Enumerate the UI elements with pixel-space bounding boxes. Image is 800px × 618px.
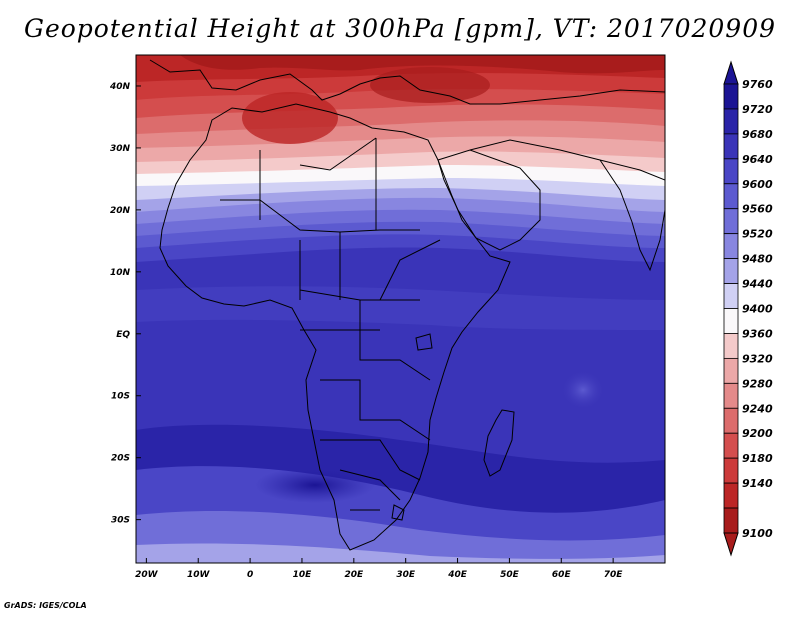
lat-tick-label: 10N bbox=[110, 268, 131, 278]
colorbar-label: 9240 bbox=[742, 402, 773, 415]
colorbar-swatch bbox=[723, 308, 739, 334]
colorbar-swatch bbox=[723, 382, 739, 409]
colorbar-label: 9200 bbox=[742, 427, 773, 440]
colorbar-label: 9760 bbox=[742, 78, 773, 91]
latitude-axis: 40N 30N 20N 10N EQ 10S 20S 30S bbox=[109, 82, 141, 526]
lat-tick-label: EQ bbox=[116, 330, 130, 340]
colorbar-label: 9640 bbox=[742, 153, 773, 166]
colorbar-label: 9600 bbox=[742, 178, 773, 191]
colorbar-swatch bbox=[723, 482, 739, 509]
colorbar-swatch bbox=[723, 208, 739, 235]
colorbar-arrow-top bbox=[723, 60, 739, 85]
lon-tick-label: 10W bbox=[187, 570, 211, 580]
colorbar-swatch bbox=[723, 507, 739, 534]
colorbar-label: 9480 bbox=[742, 253, 773, 266]
colorbar-label: 9520 bbox=[742, 228, 773, 241]
colorbar-swatch bbox=[723, 258, 739, 284]
colorbar-label: 9320 bbox=[742, 352, 773, 365]
colorbar-label: 9440 bbox=[742, 278, 773, 291]
colorbar-swatch bbox=[723, 357, 739, 384]
longitude-axis: 20W 10W 0 10E 20E 30E 40E 50E 60E 70E bbox=[135, 558, 623, 580]
colorbar-label: 9720 bbox=[742, 103, 773, 116]
colorbar-swatch bbox=[723, 333, 739, 359]
plot-frame bbox=[135, 54, 666, 564]
lon-tick-label: 20W bbox=[135, 570, 159, 580]
colorbar-arrow-bottom bbox=[723, 532, 739, 557]
colorbar-swatch bbox=[723, 158, 739, 185]
colorbar-label: 9680 bbox=[742, 128, 773, 141]
lat-tick-label: 20S bbox=[111, 454, 130, 464]
lat-tick-label: 20N bbox=[110, 206, 131, 216]
colorbar-swatch bbox=[723, 183, 739, 210]
lat-tick-label: 30N bbox=[110, 144, 131, 154]
lon-tick-label: 70E bbox=[604, 570, 624, 580]
colorbar-swatch bbox=[723, 283, 739, 309]
colorbar-label: 9400 bbox=[742, 303, 773, 316]
lat-tick-label: 30S bbox=[111, 516, 130, 526]
lon-tick-label: 0 bbox=[247, 570, 253, 580]
colorbar-swatch bbox=[723, 133, 739, 160]
lon-tick-label: 60E bbox=[552, 570, 572, 580]
height-field bbox=[136, 55, 665, 563]
colorbar-label: 9140 bbox=[742, 477, 773, 490]
lon-tick-label: 50E bbox=[500, 570, 520, 580]
colorbar-label: 9280 bbox=[742, 377, 773, 390]
lon-tick-label: 10E bbox=[293, 570, 313, 580]
credit-text: GrADS: IGES/COLA bbox=[4, 601, 87, 610]
colorbar-label: 9560 bbox=[742, 203, 773, 216]
lon-tick-label: 20E bbox=[344, 570, 364, 580]
map-title: Geopotential Height at 300hPa [gpm], VT:… bbox=[23, 14, 777, 43]
colorbar-swatch bbox=[723, 233, 739, 260]
colorbar-swatch bbox=[723, 108, 739, 135]
colorbar-swatch bbox=[723, 407, 739, 434]
colorbar-label: 9180 bbox=[742, 452, 773, 465]
colorbar-label: 9360 bbox=[742, 327, 773, 340]
lat-tick-label: 10S bbox=[111, 392, 130, 402]
colorbar-swatch bbox=[723, 457, 739, 484]
colorbar-swatch bbox=[723, 83, 739, 110]
lon-tick-label: 30E bbox=[396, 570, 416, 580]
colorbar-label: 9100 bbox=[742, 527, 773, 540]
lat-tick-label: 40N bbox=[109, 82, 131, 92]
colorbar-swatch bbox=[723, 432, 739, 459]
coastlines bbox=[149, 59, 665, 551]
lon-tick-label: 40E bbox=[447, 570, 468, 580]
colorbar: 9760 9720 9680 9640 9600 9560 9520 9480 9440 9400… bbox=[723, 60, 773, 557]
